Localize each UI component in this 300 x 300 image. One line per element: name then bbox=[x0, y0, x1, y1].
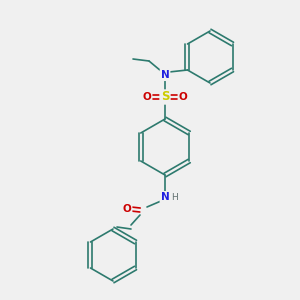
Text: H: H bbox=[171, 193, 177, 202]
Text: N: N bbox=[160, 192, 169, 202]
Text: S: S bbox=[161, 91, 169, 103]
Text: O: O bbox=[178, 92, 188, 102]
Text: O: O bbox=[123, 204, 131, 214]
Text: O: O bbox=[142, 92, 152, 102]
Text: N: N bbox=[160, 70, 169, 80]
